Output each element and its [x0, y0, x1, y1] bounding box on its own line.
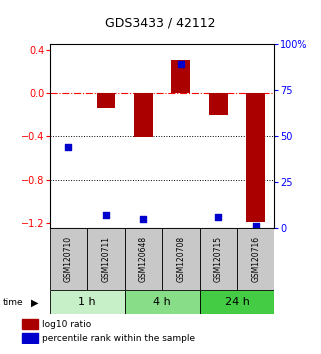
Text: time: time — [3, 298, 24, 307]
Bar — [237, 228, 274, 290]
Bar — [171, 61, 190, 93]
Point — [103, 213, 108, 218]
Point — [216, 215, 221, 220]
Bar — [50, 290, 125, 314]
Bar — [22, 319, 38, 329]
Bar — [87, 228, 125, 290]
Bar — [200, 290, 274, 314]
Bar — [50, 228, 87, 290]
Text: 24 h: 24 h — [225, 297, 249, 307]
Bar — [134, 93, 153, 137]
Text: log10 ratio: log10 ratio — [42, 320, 91, 329]
Text: percentile rank within the sample: percentile rank within the sample — [42, 334, 195, 343]
Bar — [209, 93, 228, 115]
Bar — [22, 333, 38, 343]
Bar — [97, 93, 115, 108]
Text: GSM120708: GSM120708 — [176, 236, 185, 282]
Bar — [125, 290, 200, 314]
Point — [141, 216, 146, 222]
Text: 4 h: 4 h — [153, 297, 171, 307]
Bar — [162, 228, 200, 290]
Text: GDS3433 / 42112: GDS3433 / 42112 — [105, 17, 216, 29]
Text: GSM120716: GSM120716 — [251, 236, 260, 282]
Point — [253, 224, 258, 229]
Text: 1 h: 1 h — [78, 297, 96, 307]
Text: GSM120710: GSM120710 — [64, 236, 73, 282]
Text: GSM120715: GSM120715 — [214, 236, 223, 282]
Bar — [200, 228, 237, 290]
Text: GSM120648: GSM120648 — [139, 236, 148, 282]
Bar — [247, 93, 265, 222]
Text: ▶: ▶ — [30, 297, 38, 307]
Text: GSM120711: GSM120711 — [101, 236, 110, 282]
Point — [66, 144, 71, 150]
Bar — [125, 228, 162, 290]
Point — [178, 62, 183, 67]
